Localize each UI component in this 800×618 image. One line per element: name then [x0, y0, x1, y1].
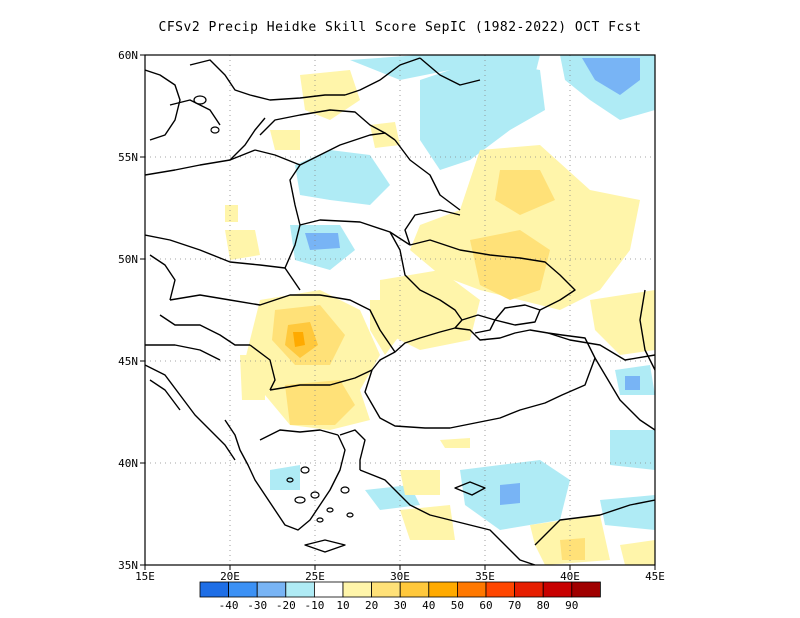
colorbar-label: 60	[479, 599, 492, 612]
lon-label: 40E	[560, 570, 580, 583]
positive-skill-area	[225, 230, 260, 260]
coastlines-and-borders	[145, 57, 655, 565]
positive-skill-area	[400, 470, 440, 495]
lon-label: 35E	[475, 570, 495, 583]
positive-skill-area	[495, 170, 555, 215]
colorbar-swatch	[313, 581, 344, 598]
positive-skill-area	[225, 205, 238, 222]
positive-skill-area	[470, 230, 550, 300]
negative-skill-area	[610, 430, 655, 470]
colorbar-label: 70	[508, 599, 521, 612]
islands	[193, 95, 354, 523]
colorbar-label: 30	[394, 599, 407, 612]
positive-skill-area	[293, 332, 305, 347]
negative-skill-area	[625, 376, 640, 390]
colorbar-label: -30	[247, 599, 267, 612]
positive-skill-area	[380, 270, 480, 350]
positive-skill-area	[440, 438, 470, 448]
lat-label: 55N	[118, 151, 138, 164]
axis-ticks	[140, 54, 656, 570]
colorbar-label: 40	[422, 599, 435, 612]
colorbar: -40 -30 -20 -10 10 20 30 40 50 60 70 80 90	[199, 581, 601, 612]
lon-label: 20E	[220, 570, 240, 583]
positive-skill-area	[590, 290, 655, 355]
colorbar-swatch	[514, 581, 544, 598]
colorbar-swatch	[342, 581, 373, 598]
colorbar-swatch	[456, 581, 487, 598]
lon-label: 30E	[390, 570, 410, 583]
grid-lines	[145, 55, 655, 565]
negative-skill-area	[420, 60, 545, 170]
colorbar-label: -40	[219, 599, 239, 612]
positive-skill-area	[285, 380, 355, 425]
colorbar-label: 80	[537, 599, 550, 612]
colorbar-swatch	[199, 581, 230, 598]
positive-skill-area	[370, 300, 400, 355]
colorbar-swatch	[256, 581, 287, 598]
map-title: CFSv2 Precip Heidke Skill Score SepIC (1…	[158, 20, 642, 35]
positive-skill-area	[400, 505, 455, 540]
lon-label: 25E	[305, 570, 325, 583]
lat-label: 60N	[118, 49, 138, 62]
colorbar-swatch	[228, 581, 258, 598]
positive-skill-area	[560, 538, 585, 560]
lon-label: 45E	[645, 570, 665, 583]
colorbar-label: -10	[304, 599, 324, 612]
lat-label: 50N	[118, 253, 138, 266]
negative-skill-area	[500, 483, 520, 505]
colorbar-swatch	[428, 581, 458, 598]
negative-skill-area	[305, 233, 340, 250]
lat-label: 35N	[118, 559, 138, 572]
colorbar-label: 20	[365, 599, 378, 612]
positive-skill-area	[410, 145, 640, 310]
colorbar-label: -20	[276, 599, 296, 612]
colorbar-swatch	[399, 581, 430, 598]
lon-label: 15E	[135, 570, 155, 583]
colorbar-swatch	[371, 581, 401, 598]
colorbar-swatch	[571, 581, 601, 598]
positive-skill-area	[620, 540, 655, 565]
negative-skill-area	[270, 465, 300, 490]
colorbar-swatch	[285, 581, 315, 598]
colorbar-label: 10	[336, 599, 349, 612]
colorbar-label: 50	[451, 599, 464, 612]
negative-skill-area	[582, 58, 640, 95]
colorbar-swatch	[542, 581, 573, 598]
longitude-labels: 15E 20E 25E 30E 35E 40E 45E	[135, 570, 665, 583]
skill-shading	[225, 55, 655, 565]
positive-skill-area	[270, 130, 300, 150]
latitude-labels: 60N 55N 50N 45N 40N 35N	[118, 49, 138, 572]
colorbar-label: 90	[565, 599, 578, 612]
negative-skill-area	[600, 495, 655, 530]
negative-skill-area	[350, 55, 540, 80]
colorbar-swatch	[485, 581, 516, 598]
negative-skill-area	[295, 150, 390, 205]
positive-skill-area	[240, 355, 265, 400]
lat-label: 40N	[118, 457, 138, 470]
lat-label: 45N	[118, 355, 138, 368]
